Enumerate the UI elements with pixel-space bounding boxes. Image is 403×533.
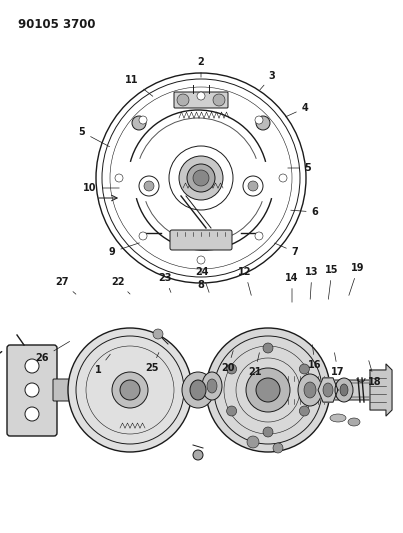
Ellipse shape — [348, 418, 360, 426]
Ellipse shape — [144, 181, 154, 191]
Ellipse shape — [139, 116, 147, 124]
Text: 4: 4 — [286, 103, 308, 117]
Ellipse shape — [213, 94, 225, 106]
Ellipse shape — [193, 170, 209, 186]
Ellipse shape — [263, 427, 273, 437]
FancyBboxPatch shape — [53, 379, 85, 401]
Ellipse shape — [182, 372, 214, 408]
Ellipse shape — [68, 328, 192, 452]
Ellipse shape — [187, 164, 215, 192]
Ellipse shape — [179, 156, 223, 200]
Ellipse shape — [248, 181, 258, 191]
Text: 90105 3700: 90105 3700 — [18, 18, 96, 31]
Ellipse shape — [255, 116, 263, 124]
Ellipse shape — [299, 364, 310, 374]
Ellipse shape — [112, 372, 148, 408]
Text: 12: 12 — [238, 267, 252, 295]
Ellipse shape — [202, 372, 222, 400]
Ellipse shape — [299, 406, 310, 416]
Ellipse shape — [304, 382, 316, 398]
Ellipse shape — [153, 329, 163, 339]
Text: 18: 18 — [368, 361, 382, 387]
Text: 2: 2 — [197, 57, 204, 77]
Text: 8: 8 — [197, 271, 204, 290]
Polygon shape — [318, 378, 338, 402]
Text: 24: 24 — [195, 267, 209, 293]
Ellipse shape — [323, 383, 333, 397]
Text: 27: 27 — [55, 277, 76, 294]
Ellipse shape — [247, 436, 259, 448]
Text: 19: 19 — [349, 263, 365, 295]
Ellipse shape — [25, 407, 39, 421]
Ellipse shape — [25, 359, 39, 373]
Ellipse shape — [263, 343, 273, 353]
Ellipse shape — [273, 443, 283, 453]
Ellipse shape — [279, 174, 287, 182]
Ellipse shape — [335, 378, 353, 402]
FancyBboxPatch shape — [279, 380, 381, 400]
Ellipse shape — [255, 232, 263, 240]
Ellipse shape — [226, 364, 237, 374]
Text: 23: 23 — [158, 273, 172, 293]
Text: 11: 11 — [125, 75, 153, 96]
Text: 25: 25 — [145, 352, 159, 373]
FancyBboxPatch shape — [170, 230, 232, 250]
FancyBboxPatch shape — [321, 383, 377, 397]
Ellipse shape — [330, 414, 346, 422]
Ellipse shape — [207, 379, 217, 393]
Ellipse shape — [190, 380, 206, 400]
Text: 17: 17 — [331, 353, 345, 377]
Text: 10: 10 — [83, 183, 119, 193]
Text: 9: 9 — [109, 243, 139, 257]
Text: 13: 13 — [305, 267, 319, 299]
Ellipse shape — [193, 450, 203, 460]
Ellipse shape — [177, 94, 189, 106]
Ellipse shape — [197, 256, 205, 264]
Text: 1: 1 — [95, 354, 110, 375]
Text: 20: 20 — [221, 351, 235, 373]
Ellipse shape — [256, 378, 280, 402]
Ellipse shape — [256, 116, 270, 130]
Text: 22: 22 — [111, 277, 130, 294]
Ellipse shape — [25, 383, 39, 397]
Ellipse shape — [115, 174, 123, 182]
Text: 26: 26 — [35, 342, 70, 363]
Ellipse shape — [298, 374, 322, 406]
Ellipse shape — [120, 380, 140, 400]
FancyBboxPatch shape — [7, 345, 57, 436]
Text: 15: 15 — [325, 265, 339, 299]
Text: 6: 6 — [291, 207, 318, 217]
Text: 5: 5 — [79, 127, 110, 147]
Ellipse shape — [132, 116, 146, 130]
Text: 21: 21 — [248, 353, 262, 377]
Text: 14: 14 — [285, 273, 299, 302]
Ellipse shape — [139, 232, 147, 240]
FancyBboxPatch shape — [139, 381, 226, 399]
Text: 3: 3 — [260, 71, 275, 90]
Text: 5: 5 — [288, 163, 312, 173]
FancyArrowPatch shape — [0, 352, 2, 398]
Text: 7: 7 — [274, 243, 298, 257]
Ellipse shape — [340, 384, 348, 396]
Polygon shape — [370, 364, 392, 416]
Text: 16: 16 — [308, 345, 322, 370]
Ellipse shape — [246, 368, 290, 412]
Ellipse shape — [206, 328, 330, 452]
Ellipse shape — [226, 406, 237, 416]
FancyBboxPatch shape — [174, 92, 228, 108]
Ellipse shape — [197, 92, 205, 100]
